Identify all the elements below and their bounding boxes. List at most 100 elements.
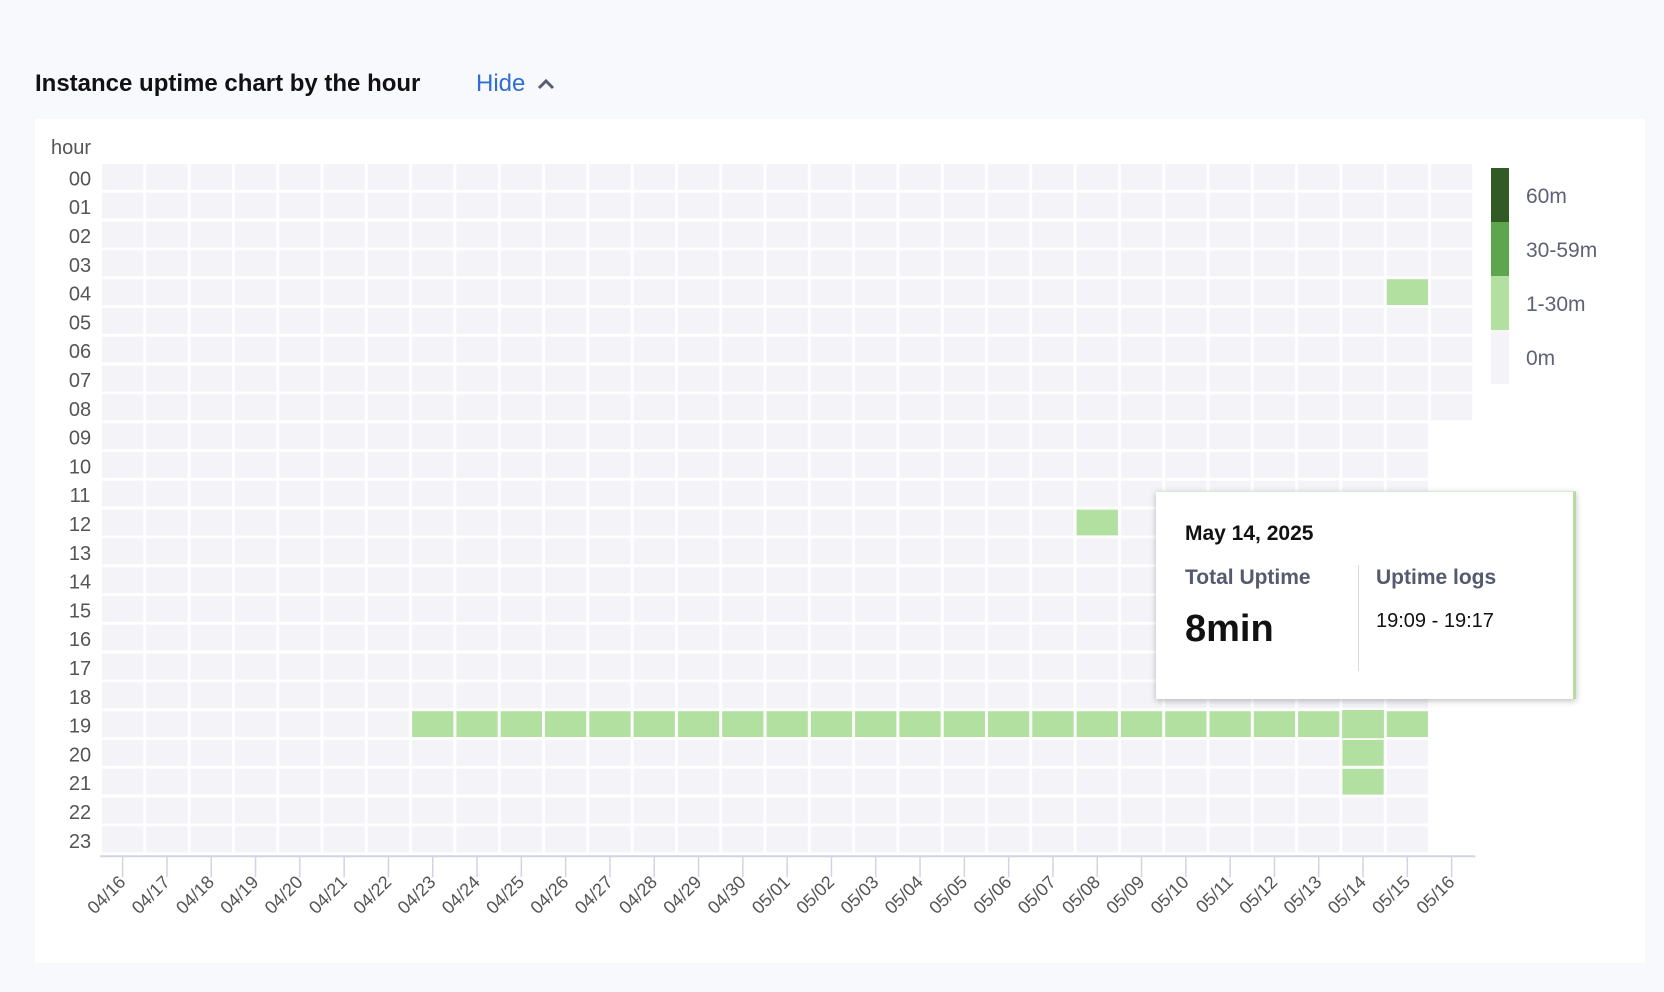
heatmap-cell[interactable] (367, 768, 410, 795)
heatmap-cell[interactable] (412, 365, 454, 392)
heatmap-cell[interactable] (677, 624, 720, 651)
heatmap-cell[interactable] (146, 596, 188, 622)
heatmap-cell[interactable] (1340, 708, 1386, 740)
heatmap-cell[interactable] (146, 797, 188, 824)
heatmap-cell[interactable] (367, 567, 410, 593)
heatmap-cell[interactable] (633, 480, 675, 507)
heatmap-cell[interactable] (146, 192, 188, 219)
heatmap-cell[interactable] (1253, 711, 1296, 737)
heatmap-cell[interactable] (234, 624, 277, 651)
heatmap-cell[interactable] (633, 365, 675, 392)
heatmap-cell[interactable] (323, 423, 365, 449)
hide-toggle-button[interactable]: Hide (476, 70, 555, 98)
heatmap-cell[interactable] (899, 596, 941, 622)
heatmap-cell[interactable] (102, 682, 144, 709)
heatmap-cell[interactable] (456, 164, 498, 190)
heatmap-cell[interactable] (988, 768, 1030, 795)
heatmap-cell[interactable] (412, 423, 454, 449)
heatmap-cell[interactable] (234, 538, 277, 565)
heatmap-cell[interactable] (1120, 826, 1163, 853)
heatmap-cell[interactable] (810, 336, 853, 363)
heatmap-cell[interactable] (234, 192, 277, 219)
heatmap-cell[interactable] (234, 653, 277, 680)
heatmap-cell[interactable] (323, 768, 365, 795)
heatmap-cell[interactable] (988, 423, 1030, 449)
heatmap-cell[interactable] (677, 250, 720, 277)
heatmap-cell[interactable] (722, 826, 764, 853)
heatmap-cell[interactable] (1253, 192, 1296, 219)
heatmap-cell[interactable] (500, 624, 542, 651)
heatmap-cell[interactable] (500, 653, 542, 680)
heatmap-cell[interactable] (500, 164, 542, 190)
heatmap-cell[interactable] (367, 221, 410, 248)
heatmap-cell[interactable] (1298, 452, 1340, 478)
heatmap-cell[interactable] (633, 509, 675, 536)
heatmap-cell[interactable] (766, 221, 808, 248)
heatmap-cell[interactable] (102, 394, 144, 421)
heatmap-cell[interactable] (589, 192, 631, 219)
heatmap-cell[interactable] (456, 768, 498, 795)
heatmap-cell[interactable] (1386, 250, 1428, 277)
heatmap-cell[interactable] (810, 365, 853, 392)
heatmap-cell[interactable] (146, 624, 188, 651)
heatmap-cell[interactable] (633, 624, 675, 651)
heatmap-cell[interactable] (633, 653, 675, 680)
heatmap-cell[interactable] (190, 826, 232, 853)
heatmap-cell[interactable] (279, 250, 321, 277)
heatmap-cell[interactable] (943, 336, 985, 363)
heatmap-cell[interactable] (1386, 423, 1428, 449)
heatmap-cell[interactable] (500, 740, 542, 766)
heatmap-cell[interactable] (500, 452, 542, 478)
heatmap-cell[interactable] (1076, 653, 1118, 680)
heatmap-cell[interactable] (1032, 250, 1074, 277)
heatmap-cell[interactable] (899, 480, 941, 507)
heatmap-cell[interactable] (323, 682, 365, 709)
heatmap-cell[interactable] (190, 336, 232, 363)
heatmap-cell[interactable] (412, 682, 454, 709)
heatmap-cell[interactable] (545, 826, 587, 853)
heatmap-cell[interactable] (722, 480, 764, 507)
heatmap-cell[interactable] (190, 538, 232, 565)
heatmap-cell[interactable] (589, 797, 631, 824)
heatmap-cell[interactable] (766, 365, 808, 392)
heatmap-cell[interactable] (589, 682, 631, 709)
heatmap-cell[interactable] (146, 768, 188, 795)
heatmap-cell[interactable] (456, 538, 498, 565)
heatmap-cell[interactable] (1298, 279, 1340, 305)
heatmap-cell[interactable] (146, 221, 188, 248)
heatmap-cell[interactable] (589, 624, 631, 651)
heatmap-cell[interactable] (279, 768, 321, 795)
heatmap-cell[interactable] (234, 797, 277, 824)
heatmap-cell[interactable] (722, 768, 764, 795)
heatmap-cell[interactable] (367, 308, 410, 334)
heatmap-cell[interactable] (633, 250, 675, 277)
heatmap-cell[interactable] (1032, 596, 1074, 622)
heatmap-cell[interactable] (1120, 452, 1163, 478)
heatmap-cell[interactable] (1165, 164, 1207, 190)
heatmap-cell[interactable] (1342, 740, 1384, 766)
heatmap-cell[interactable] (190, 308, 232, 334)
heatmap-cell[interactable] (810, 797, 853, 824)
heatmap-cell[interactable] (190, 653, 232, 680)
heatmap-cell[interactable] (766, 653, 808, 680)
heatmap-cell[interactable] (633, 423, 675, 449)
heatmap-cell[interactable] (988, 480, 1030, 507)
heatmap-cell[interactable] (899, 653, 941, 680)
heatmap-cell[interactable] (1076, 423, 1118, 449)
heatmap-cell[interactable] (367, 452, 410, 478)
heatmap-cell[interactable] (722, 192, 764, 219)
heatmap-cell[interactable] (1431, 192, 1473, 219)
heatmap-cell[interactable] (766, 164, 808, 190)
heatmap-cell[interactable] (899, 365, 941, 392)
heatmap-cell[interactable] (1076, 480, 1118, 507)
heatmap-cell[interactable] (855, 336, 897, 363)
heatmap-cell[interactable] (1076, 509, 1118, 536)
heatmap-cell[interactable] (1076, 192, 1118, 219)
heatmap-cell[interactable] (1076, 682, 1118, 709)
heatmap-cell[interactable] (1342, 308, 1384, 334)
heatmap-cell[interactable] (589, 567, 631, 593)
heatmap-cell[interactable] (279, 279, 321, 305)
heatmap-cell[interactable] (1209, 164, 1251, 190)
heatmap-cell[interactable] (279, 394, 321, 421)
heatmap-cell[interactable] (323, 480, 365, 507)
